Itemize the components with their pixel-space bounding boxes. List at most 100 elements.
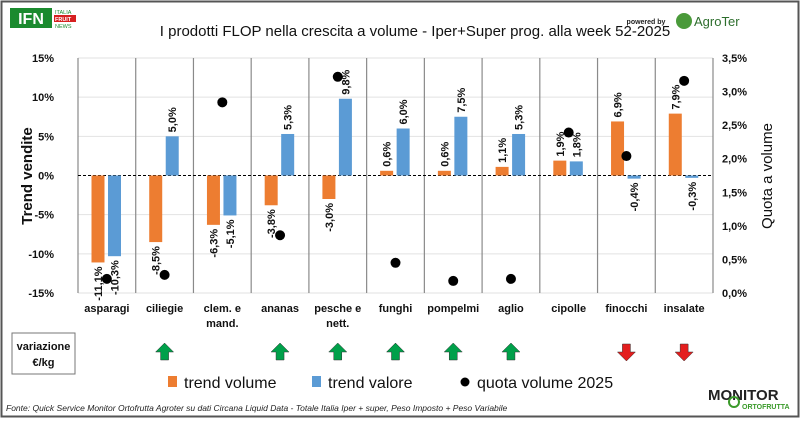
bar-trend-valore xyxy=(281,133,295,176)
svg-text:variazione: variazione xyxy=(17,341,71,353)
point-quota-volume xyxy=(332,71,343,82)
point-quota-volume xyxy=(563,127,574,138)
bar-trend-valore xyxy=(338,98,352,176)
bar-trend-volume xyxy=(206,175,220,225)
svg-text:quota volume 2025: quota volume 2025 xyxy=(477,375,613,392)
point-quota-volume xyxy=(101,273,112,284)
y2-tick-label: 2,5% xyxy=(722,120,747,132)
bar-trend-valore xyxy=(454,116,468,176)
legend-swatch-valore xyxy=(312,376,321,387)
data-label: 1,9% xyxy=(555,131,567,156)
bar-trend-volume xyxy=(264,175,278,206)
bar-trend-volume xyxy=(495,166,509,176)
y2-tick-label: 3,0% xyxy=(722,87,747,99)
legend: trend volume trend valore quota volume 2… xyxy=(168,375,613,392)
data-label: 7,5% xyxy=(456,87,468,112)
arrow-up-icon xyxy=(328,342,348,361)
arrow-up-icon xyxy=(154,342,175,361)
bar-trend-valore xyxy=(627,175,641,179)
data-label: 0,6% xyxy=(382,142,394,167)
y2-tick-label: 0,5% xyxy=(722,254,747,266)
x-tick-label: ciliegie xyxy=(146,303,183,315)
powered-by: powered by xyxy=(627,19,666,26)
bar-trend-volume xyxy=(149,175,163,243)
price-change-box: variazione €/kg xyxy=(11,332,76,375)
y-tick-label: -10% xyxy=(28,249,54,261)
y2-tick-label: 3,5% xyxy=(722,53,747,65)
y-tick-label: 10% xyxy=(32,92,54,104)
data-label: 5,0% xyxy=(167,107,179,132)
bar-trend-volume xyxy=(380,170,394,176)
y2-tick-label: 1,5% xyxy=(722,187,747,199)
point-quota-volume xyxy=(679,75,690,86)
data-label: -11,1% xyxy=(93,266,105,300)
bar-trend-valore xyxy=(165,136,179,176)
x-tick-label: mand. xyxy=(206,318,238,330)
svg-text:ITALIA: ITALIA xyxy=(55,10,72,16)
data-label: -10,3% xyxy=(110,260,122,295)
y-tick-label: 15% xyxy=(32,53,54,65)
x-tick-label: clem. e xyxy=(204,303,241,315)
point-quota-volume xyxy=(448,275,459,286)
svg-text:NEWS: NEWS xyxy=(55,24,72,30)
arrow-down-icon xyxy=(674,343,694,362)
x-tick-label: pompelmi xyxy=(427,303,479,315)
legend-marker-quota xyxy=(460,377,470,387)
data-label: -8,5% xyxy=(151,246,163,275)
y2-tick-label: 2,0% xyxy=(722,154,747,166)
y2-axis-title: Quota a volume xyxy=(759,123,776,229)
data-label: -3,8% xyxy=(266,209,278,238)
x-tick-label: insalate xyxy=(664,303,705,315)
y2-tick-label: 1,0% xyxy=(722,221,747,233)
svg-text:trend valore: trend valore xyxy=(328,375,413,392)
data-label: 6,9% xyxy=(613,92,625,117)
x-tick-label: asparagi xyxy=(84,303,129,315)
point-quota-volume xyxy=(159,269,170,280)
bar-trend-valore xyxy=(108,175,121,257)
legend-item-valore: trend valore xyxy=(312,375,413,392)
y2-tick-label: 0,0% xyxy=(722,288,747,300)
data-label: 6,0% xyxy=(398,99,410,124)
data-label: 5,3% xyxy=(514,105,526,130)
svg-text:ORTOFRUTTA: ORTOFRUTTA xyxy=(742,404,790,411)
legend-item-volume: trend volume xyxy=(168,375,277,392)
bar-trend-valore xyxy=(569,161,583,176)
point-quota-volume xyxy=(621,151,632,162)
x-tick-label: aglio xyxy=(498,303,524,315)
svg-text:AgroTer: AgroTer xyxy=(694,14,740,29)
svg-text:IFN: IFN xyxy=(18,11,44,28)
x-tick-label: pesche e xyxy=(314,303,361,315)
bar-trend-valore xyxy=(223,175,237,216)
x-tick-label: funghi xyxy=(379,303,413,315)
bar-trend-volume xyxy=(553,160,567,176)
bar-trend-valore xyxy=(396,128,410,176)
data-label: 7,9% xyxy=(670,84,682,109)
chart-title: I prodotti FLOP nella crescita a volume … xyxy=(160,23,670,40)
bar-trend-volume xyxy=(611,121,625,176)
point-quota-volume xyxy=(217,97,228,108)
bar-trend-volume xyxy=(668,113,682,176)
bar-trend-valore xyxy=(512,133,526,176)
svg-text:MONITOR: MONITOR xyxy=(708,387,779,404)
y-tick-label: 5% xyxy=(38,131,54,143)
bar-trend-valore xyxy=(685,175,699,178)
y-tick-label: -5% xyxy=(34,210,54,222)
x-tick-label: ananas xyxy=(261,303,299,315)
arrow-down-icon xyxy=(616,343,637,362)
data-label: -0,3% xyxy=(687,182,699,211)
monitor-ortofrutta-logo: MONITOR ORTOFRUTTA xyxy=(708,387,790,411)
x-tick-label: nett. xyxy=(326,318,349,330)
point-quota-volume xyxy=(275,230,286,241)
legend-item-quota: quota volume 2025 xyxy=(460,375,613,392)
agroter-logo: AgroTer xyxy=(676,13,740,29)
svg-text:trend volume: trend volume xyxy=(184,375,277,392)
data-label: -6,3% xyxy=(208,229,220,258)
bar-trend-volume xyxy=(437,170,451,176)
data-label: 5,3% xyxy=(283,105,295,130)
svg-text:FRUIT: FRUIT xyxy=(55,17,72,23)
bar-trend-volume xyxy=(91,175,105,263)
data-label: 0,6% xyxy=(439,142,451,167)
point-quota-volume xyxy=(505,273,516,284)
data-label: 9,8% xyxy=(340,69,352,94)
